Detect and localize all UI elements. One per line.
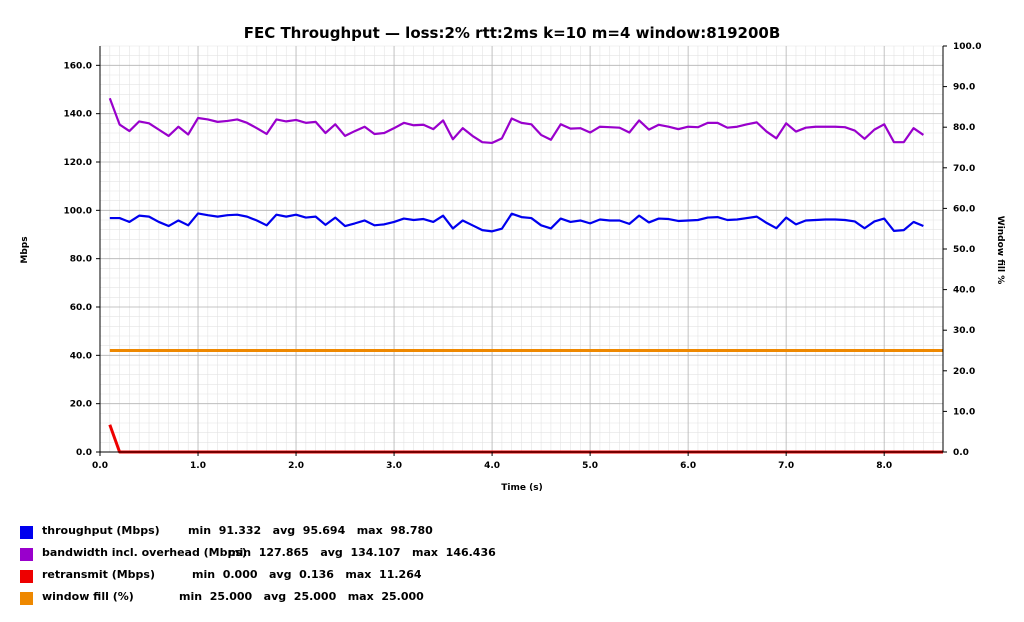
y-tick-label: 0.0: [76, 448, 92, 458]
legend-entry: retransmit (Mbps) min 0.000 avg 0.136 max…: [20, 564, 1000, 586]
x-axis-label: Time (s): [501, 483, 542, 493]
x-tick-label: 2.0: [288, 461, 304, 471]
legend-stats: min 0.000 avg 0.136 max 11.264: [192, 568, 422, 581]
y2-tick-label: 90.0: [953, 83, 975, 93]
legend-label: retransmit (Mbps): [42, 568, 155, 581]
fec-throughput-chart: FEC Throughput — loss:2% rtt:2ms k=10 m=…: [20, 24, 1005, 493]
series-line-1: [108, 97, 925, 145]
x-tick-label: 4.0: [484, 461, 500, 471]
legend-swatch: [20, 570, 33, 583]
y-axis-label: Mbps: [20, 236, 30, 263]
x-tick-label: 5.0: [582, 461, 598, 471]
y2-tick-label: 100.0: [953, 42, 981, 52]
series-line-0: [109, 212, 924, 233]
y2-tick-label: 20.0: [953, 367, 975, 377]
x-tick-label: 0.0: [92, 461, 108, 471]
y2-tick-label: 10.0: [953, 407, 975, 417]
legend-label: window fill (%): [42, 590, 134, 603]
tick-labels: 0.0 1.0 2.0 3.0 4.0 5.0 6.0 7.0 8.0 0.0 20.0 40.0 60…: [64, 42, 982, 471]
legend-stats: min 91.332 avg 95.694 max 98.780: [188, 524, 433, 537]
legend-label: throughput (Mbps): [42, 524, 160, 537]
y2-tick-label: 60.0: [953, 204, 975, 214]
legend-stats: min 25.000 avg 25.000 max 25.000: [179, 590, 424, 603]
x-tick-label: 3.0: [386, 461, 402, 471]
legend-swatch: [20, 526, 33, 539]
y2-tick-label: 80.0: [953, 123, 975, 133]
x-tick-label: 8.0: [876, 461, 892, 471]
axes: [96, 45, 947, 456]
y-tick-label: 120.0: [64, 158, 92, 168]
y2-tick-label: 30.0: [953, 326, 975, 336]
y2-axis-label: Window fill %: [995, 216, 1005, 284]
y-tick-label: 60.0: [70, 303, 92, 313]
legend-swatch: [20, 548, 33, 561]
legend: throughput (Mbps) min 91.332 avg 95.694 m…: [20, 520, 1000, 608]
y2-tick-label: 40.0: [953, 286, 975, 296]
x-tick-label: 1.0: [190, 461, 206, 471]
chart-title: FEC Throughput — loss:2% rtt:2ms k=10 m=…: [244, 24, 781, 42]
series-lines: [108, 97, 943, 454]
legend-entry: window fill (%) min 25.000 avg 25.000 max…: [20, 586, 1000, 608]
y2-tick-label: 50.0: [953, 245, 975, 255]
legend-entry: bandwidth incl. overhead (Mbps) min 127.8…: [20, 542, 1000, 564]
x-tick-label: 6.0: [680, 461, 696, 471]
legend-entry: throughput (Mbps) min 91.332 avg 95.694 m…: [20, 520, 1000, 542]
y-tick-label: 80.0: [70, 255, 92, 265]
x-tick-label: 7.0: [778, 461, 794, 471]
legend-stats: min 127.865 avg 134.107 max 146.436: [228, 546, 496, 559]
y2-tick-label: 0.0: [953, 448, 969, 458]
series-line-2: [108, 424, 943, 454]
grid: [99, 45, 944, 453]
y-tick-label: 40.0: [70, 351, 92, 361]
legend-swatch: [20, 592, 33, 605]
y-tick-label: 20.0: [70, 400, 92, 410]
y-tick-label: 140.0: [64, 110, 92, 120]
legend-label: bandwidth incl. overhead (Mbps): [42, 546, 247, 559]
y-tick-label: 160.0: [64, 61, 92, 71]
y2-tick-label: 70.0: [953, 164, 975, 174]
y-tick-label: 100.0: [64, 206, 92, 216]
